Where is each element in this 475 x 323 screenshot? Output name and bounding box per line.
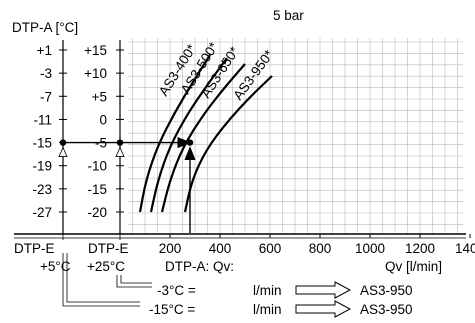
leader-line-1b <box>66 253 140 303</box>
left-tick-label: -11 <box>33 112 52 127</box>
left-scale-ticks: +1 -3 -7 -11 -15 -19 -23 -27 <box>32 43 67 220</box>
left-tick-label: -19 <box>32 159 52 174</box>
dtp-e-label-2: DTP-E <box>88 241 129 256</box>
mid-tick-label: -15 <box>87 182 107 197</box>
x-axis-ticks: 200 400 600 800 1000 1200 1400 <box>159 234 475 256</box>
dtp-a-qv-label: DTP-A: Qv: <box>165 259 234 274</box>
left-tick-label: +1 <box>37 43 52 58</box>
curve-labels: AS3-400*AS3-500*AS3-650*AS3-950* <box>156 39 277 103</box>
result-model-1: AS3-950 <box>360 283 413 298</box>
chart-grid <box>128 38 463 233</box>
left-tick-label: -27 <box>32 205 52 220</box>
result-temp-1: -3°C = <box>157 283 196 298</box>
x-tick-label: 1200 <box>405 241 435 256</box>
result-model-2: AS3-950 <box>360 302 413 317</box>
result-row-1: -3°C = l/min AS3-950 <box>157 281 413 299</box>
dtp-e-value-2: +25°C <box>87 259 125 274</box>
mid-tick-label: -5 <box>95 136 107 151</box>
x-tick-label: 1000 <box>355 241 385 256</box>
open-arrow-icon <box>115 146 125 157</box>
outline-arrow-icon <box>295 300 352 318</box>
x-tick-label: 1400 <box>455 241 475 256</box>
dtp-e-label-1: DTP-E <box>14 241 55 256</box>
y-axis-title: DTP-A [°C] <box>12 20 78 35</box>
left-tick-label: -23 <box>32 182 52 197</box>
x-tick-label: 800 <box>309 241 332 256</box>
mid-tick-label: -20 <box>87 205 107 220</box>
result-unit-1: l/min <box>253 283 282 298</box>
pressure-label: 5 bar <box>273 8 304 23</box>
dtp-e-value-1: +5°C <box>40 259 71 274</box>
example-point-curve <box>186 139 194 146</box>
result-temp-2: -15°C = <box>149 302 195 317</box>
x-axis-label: Qv [l/min] <box>385 259 442 274</box>
curve-line <box>183 75 273 213</box>
mid-tick-label: -10 <box>87 159 107 174</box>
example-path <box>58 136 196 240</box>
leader-line-2b <box>120 275 152 284</box>
result-unit-2: l/min <box>253 302 282 317</box>
left-tick-label: -3 <box>40 66 52 81</box>
mid-scale-ticks: +15 +10 +5 0 -5 -10 -15 -20 <box>84 43 124 220</box>
curve-line <box>149 57 228 213</box>
open-arrow-icon <box>58 146 68 157</box>
outline-arrow-icon <box>295 281 352 299</box>
mid-tick-label: +5 <box>92 89 107 104</box>
left-tick-label: -7 <box>40 89 52 104</box>
mid-tick-label: +10 <box>84 66 107 81</box>
leader-line-2a <box>116 275 152 288</box>
left-tick-label: -15 <box>32 136 52 151</box>
mid-tick-label: 0 <box>99 112 107 127</box>
x-tick-label: 400 <box>209 241 232 256</box>
result-row-2: -15°C = l/min AS3-950 <box>149 300 413 318</box>
x-tick-label: 600 <box>259 241 282 256</box>
x-tick-label: 200 <box>159 241 182 256</box>
mid-tick-label: +15 <box>84 43 107 58</box>
